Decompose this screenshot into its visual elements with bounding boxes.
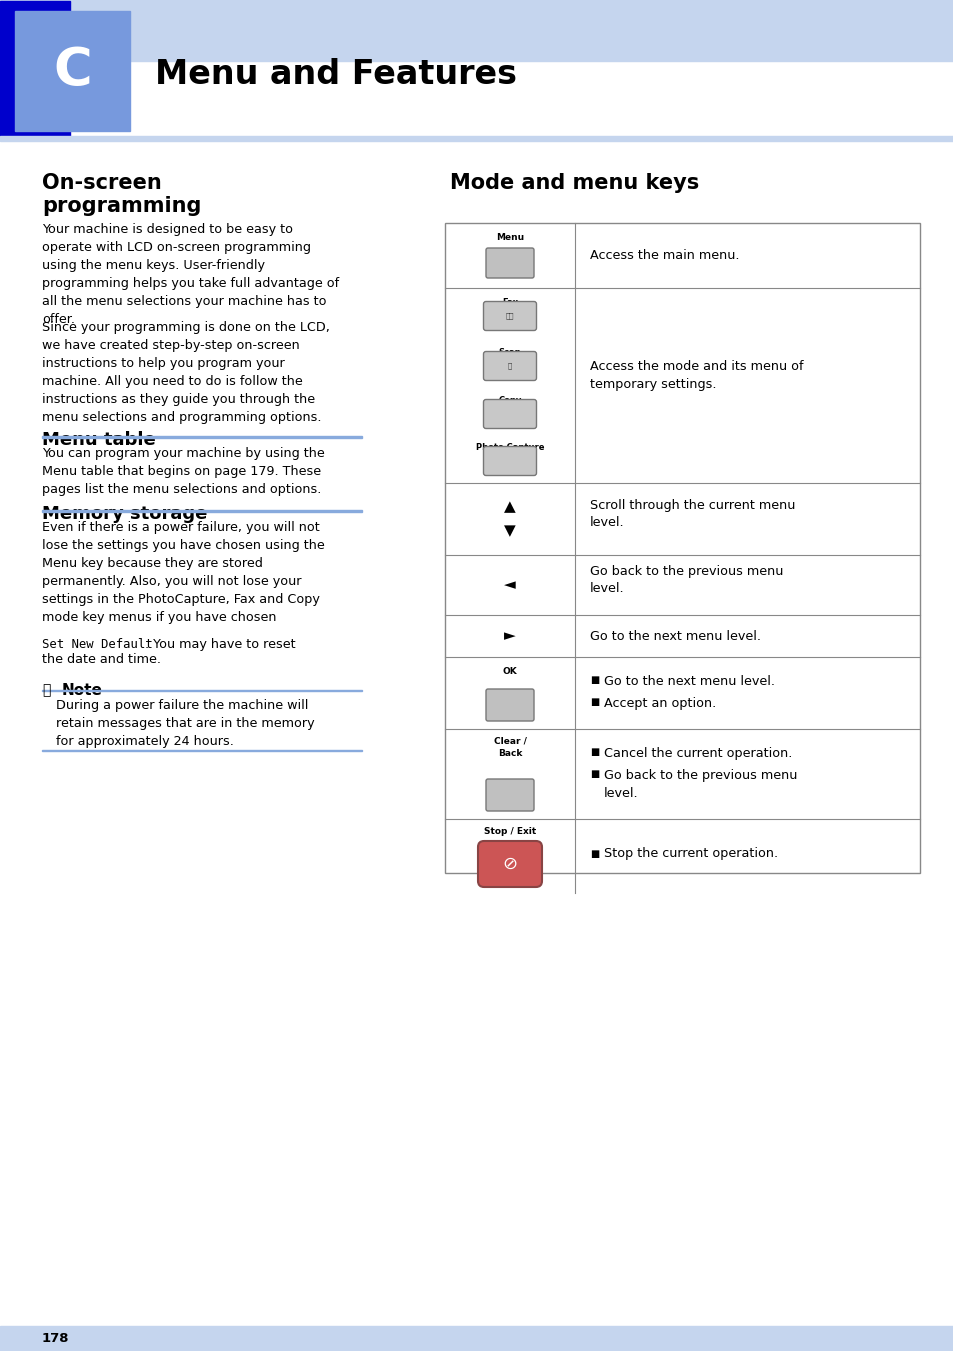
Text: ■: ■ [589,747,598,757]
Bar [42,689,361,690]
Bar [0,0,953,61]
Bar [42,750,361,751]
FancyBboxPatch shape [485,689,534,721]
Text: Access the mode and its menu of
temporary settings.: Access the mode and its menu of temporar… [589,359,802,390]
Text: Copy: Copy [497,396,521,405]
Bar [15,11,130,131]
Text: Memory storage: Memory storage [42,505,207,523]
Text: Go to the next menu level.: Go to the next menu level. [589,630,760,643]
Bar [0,1325,953,1351]
Text: ■: ■ [589,676,598,685]
Text: ▲: ▲ [503,500,516,515]
Text: Set New Default: Set New Default [42,638,152,651]
Bar [0,1,70,136]
FancyBboxPatch shape [477,842,541,888]
Text: On-screen
programming: On-screen programming [42,173,201,216]
Text: . You may have to reset: . You may have to reset [145,638,295,651]
Text: Photo Capture: Photo Capture [476,443,543,453]
Text: ►: ► [503,628,516,643]
Text: Menu and Features: Menu and Features [154,58,517,91]
Text: ■: ■ [589,769,598,780]
Text: Scroll through the current menu
level.: Scroll through the current menu level. [589,499,795,530]
Text: Go back to the previous menu
level.: Go back to the previous menu level. [603,769,797,800]
FancyBboxPatch shape [483,400,536,428]
Text: OK: OK [502,667,517,676]
Text: Back: Back [497,748,521,758]
Text: 📓: 📓 [42,684,51,697]
FancyBboxPatch shape [485,249,534,278]
Text: ⬛: ⬛ [507,362,512,369]
Text: 178: 178 [42,1332,70,1346]
Text: You can program your machine by using the
Menu table that begins on page 179. Th: You can program your machine by using th… [42,447,324,496]
Text: Go back to the previous menu
level.: Go back to the previous menu level. [589,565,782,596]
Text: During a power failure the machine will
retain messages that are in the memory
f: During a power failure the machine will … [56,698,314,748]
Text: Go to the next menu level.: Go to the next menu level. [603,676,774,688]
Text: C: C [53,45,92,97]
Text: ◄: ◄ [503,577,516,593]
Text: Stop / Exit: Stop / Exit [483,827,536,836]
Text: Mode and menu keys: Mode and menu keys [450,173,699,193]
Bar [444,223,919,873]
Text: Menu table: Menu table [42,431,155,449]
Text: Your machine is designed to be easy to
operate with LCD on-screen programming
us: Your machine is designed to be easy to o… [42,223,338,326]
Bar [42,509,361,512]
FancyBboxPatch shape [483,446,536,476]
Text: the date and time.: the date and time. [42,653,161,666]
Text: Since your programming is done on the LCD,
we have created step-by-step on-scree: Since your programming is done on the LC… [42,322,330,424]
Text: Cancel the current operation.: Cancel the current operation. [603,747,792,761]
Text: Menu: Menu [496,232,523,242]
Text: Accept an option.: Accept an option. [603,697,716,711]
Text: Scan: Scan [498,349,520,357]
Text: Fax: Fax [501,299,517,307]
Text: Access the main menu.: Access the main menu. [589,249,739,262]
FancyBboxPatch shape [483,351,536,381]
Text: ⬛📄: ⬛📄 [505,312,514,319]
FancyBboxPatch shape [483,301,536,331]
Text: Note: Note [62,684,103,698]
FancyBboxPatch shape [485,780,534,811]
Text: ■: ■ [589,848,598,859]
Text: ⊘: ⊘ [502,855,517,873]
Text: Clear /: Clear / [493,738,526,746]
Text: ■: ■ [589,697,598,707]
Text: Even if there is a power failure, you will not
lose the settings you have chosen: Even if there is a power failure, you wi… [42,521,324,624]
Bar [42,436,361,438]
Bar [0,136,953,141]
Text: Stop the current operation.: Stop the current operation. [603,847,778,861]
Text: ▼: ▼ [503,523,516,539]
